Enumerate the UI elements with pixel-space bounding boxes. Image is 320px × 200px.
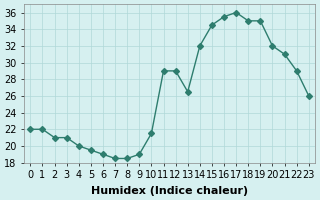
X-axis label: Humidex (Indice chaleur): Humidex (Indice chaleur) <box>91 186 248 196</box>
